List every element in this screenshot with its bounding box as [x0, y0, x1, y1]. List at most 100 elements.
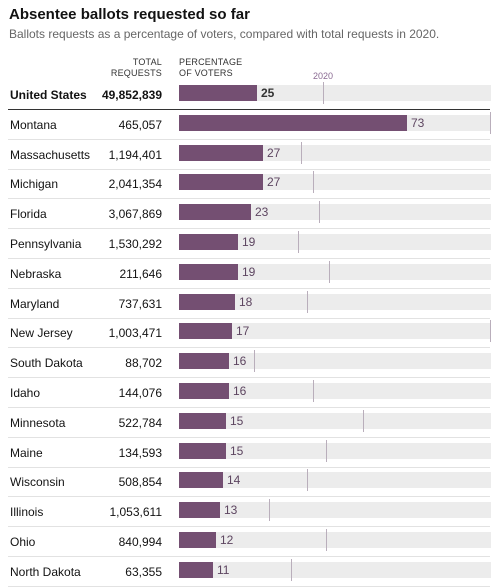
- marker-2020: [298, 231, 299, 253]
- marker-2020: [319, 201, 320, 224]
- marker-2020: [326, 439, 327, 462]
- bar-track: 12: [179, 529, 491, 551]
- percentage-bar: [179, 323, 232, 340]
- percentage-value: 27: [267, 175, 281, 190]
- total-requests: 3,067,869: [108, 207, 162, 222]
- percentage-value: 15: [230, 443, 244, 458]
- total-requests: 49,852,839: [101, 88, 162, 102]
- table-row: Nebraska 211,646 19: [0, 259, 491, 289]
- state-name: South Dakota: [10, 356, 83, 371]
- total-requests: 88,702: [125, 356, 162, 371]
- percentage-bar: [179, 293, 235, 310]
- bar-track: 19: [179, 260, 491, 283]
- total-requests: 522,784: [118, 415, 162, 430]
- state-name: Illinois: [10, 505, 44, 520]
- row-divider: [8, 317, 490, 319]
- table-row: Minnesota 522,784 15: [0, 408, 491, 438]
- percentage-bar: [179, 234, 238, 250]
- percentage-value: 18: [239, 294, 253, 309]
- percentage-bar: [179, 204, 251, 221]
- marker-2020: [313, 380, 314, 402]
- total-requests: 1,530,292: [108, 237, 162, 251]
- percentage-bar: [179, 144, 263, 161]
- percentage-bar: [179, 383, 229, 399]
- marker-2020: [313, 171, 314, 194]
- table-row: North Dakota 63,355 11: [0, 557, 491, 587]
- row-divider: [8, 109, 490, 110]
- marker-2020: [490, 111, 491, 134]
- row-divider: [8, 377, 490, 379]
- state-name: North Dakota: [10, 564, 81, 579]
- percentage-value: 73: [411, 115, 425, 130]
- total-requests: 144,076: [118, 386, 162, 400]
- row-divider: [8, 228, 490, 230]
- percentage-bar: [179, 561, 213, 578]
- bar-track: 15: [179, 439, 491, 462]
- chart-title: Absentee ballots requested so far: [9, 6, 250, 23]
- state-name: Nebraska: [10, 266, 62, 281]
- table-row: Illinois 1,053,611 13: [0, 497, 491, 528]
- state-name: Idaho: [10, 386, 41, 400]
- percentage-bar: [179, 442, 226, 459]
- percentage-value: 19: [242, 235, 256, 249]
- state-name: Massachusetts: [10, 147, 91, 162]
- total-requests: 1,003,471: [108, 326, 162, 341]
- percentage-value: 17: [236, 324, 250, 339]
- percentage-value: 13: [224, 503, 238, 518]
- row-divider: [8, 556, 490, 557]
- marker-2020: [301, 141, 302, 164]
- table-row: Florida 3,067,869 23: [0, 199, 491, 230]
- percentage-value: 12: [220, 533, 234, 547]
- row-divider: [8, 496, 490, 498]
- marker-2020: [326, 529, 327, 551]
- bar-track: 23: [179, 201, 491, 224]
- state-name: Ohio: [10, 535, 36, 549]
- row-divider: [8, 198, 490, 200]
- total-requests: 508,854: [118, 475, 162, 490]
- percentage-bar: [179, 174, 263, 191]
- row-divider: [8, 526, 490, 528]
- table-row: Pennsylvania 1,530,292 19: [0, 229, 491, 259]
- row-divider: [8, 585, 490, 587]
- table-row: United States 49,852,839 25: [0, 80, 491, 110]
- state-name: New Jersey: [10, 326, 73, 341]
- table-row: Wisconsin 508,854 14: [0, 467, 491, 498]
- row-divider: [8, 436, 490, 438]
- percentage-bar: [179, 532, 216, 548]
- marker-2020: [329, 260, 330, 283]
- total-requests: 2,041,354: [108, 177, 162, 192]
- state-name: Minnesota: [10, 415, 66, 430]
- total-requests: 737,631: [118, 296, 162, 311]
- marker-2020: [363, 409, 364, 432]
- percentage-bar: [179, 412, 226, 429]
- percentage-bar: [179, 472, 223, 489]
- chart-subtitle: Ballots requests as a percentage of vote…: [9, 27, 440, 41]
- column-header-percentage-line1: PERCENTAGE: [179, 57, 243, 67]
- marker-2020: [490, 320, 491, 343]
- bar-track: 25: [179, 82, 491, 104]
- table-row: Ohio 840,994 12: [0, 527, 491, 557]
- percentage-value: 15: [230, 413, 244, 428]
- marker-2020: [323, 82, 324, 104]
- bar-track: 15: [179, 409, 491, 432]
- percentage-value: 27: [267, 145, 281, 160]
- total-requests: 63,355: [125, 564, 162, 579]
- marker-2020: [307, 469, 308, 492]
- row-divider: [8, 287, 490, 289]
- state-name: Pennsylvania: [10, 237, 82, 251]
- bar-track: 17: [179, 320, 491, 343]
- percentage-value: 25: [261, 86, 275, 100]
- percentage-value: 19: [242, 264, 256, 279]
- state-name: Wisconsin: [10, 475, 65, 490]
- bar-track: 11: [179, 558, 491, 581]
- percentage-bar: [179, 353, 229, 370]
- row-divider: [8, 258, 490, 259]
- total-requests: 1,194,401: [108, 147, 162, 162]
- table-row: Massachusetts 1,194,401 27: [0, 140, 491, 170]
- bar-track: 73: [179, 111, 491, 134]
- percentage-bar: [179, 85, 257, 101]
- row-divider: [8, 407, 490, 408]
- table-row: Montana 465,057 73: [0, 110, 491, 140]
- percentage-value: 16: [233, 384, 247, 398]
- marker-2020: [269, 499, 270, 522]
